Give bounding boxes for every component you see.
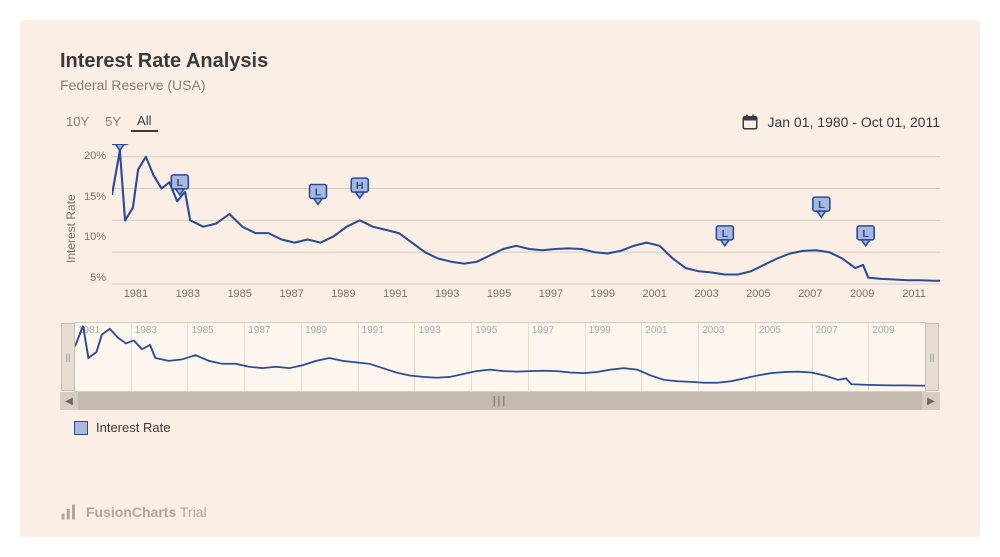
chart-subtitle: Federal Reserve (USA) <box>60 77 940 93</box>
y-tick: 5% <box>78 272 106 284</box>
navigator-scrollbar[interactable]: ◀ ||| ▶ <box>60 392 940 410</box>
main-chart-svg: HLLHLLL <box>112 144 940 314</box>
y-tick: 15% <box>78 191 106 203</box>
range-picker: 10Y5YAll <box>60 111 158 132</box>
navigator-section: || 1981198319851987198919911993199519971… <box>60 322 940 435</box>
navigator-chart-svg <box>75 323 925 391</box>
date-range[interactable]: Jan 01, 1980 - Oct 01, 2011 <box>741 113 940 131</box>
scrollbar-arrow-left[interactable]: ◀ <box>60 392 78 410</box>
svg-text:L: L <box>862 229 868 240</box>
legend-swatch <box>74 421 88 435</box>
legend: Interest Rate <box>74 420 940 435</box>
scrollbar-track[interactable]: ||| <box>78 395 922 407</box>
svg-text:L: L <box>818 200 824 211</box>
date-range-label: Jan 01, 1980 - Oct 01, 2011 <box>767 114 940 130</box>
y-axis-label: Interest Rate <box>60 144 78 314</box>
range-button-all[interactable]: All <box>131 111 157 132</box>
navigator-handle-right[interactable]: || <box>925 323 939 391</box>
plot-area[interactable]: HLLHLLL <box>112 144 940 314</box>
navigator[interactable]: || 1981198319851987198919911993199519971… <box>74 322 926 392</box>
legend-label: Interest Rate <box>96 420 170 435</box>
y-tick: 20% <box>78 150 106 162</box>
svg-text:H: H <box>356 181 364 192</box>
y-axis: 20% 15% 10% 5% <box>78 144 112 314</box>
calendar-icon <box>741 113 759 131</box>
main-chart: Interest Rate 20%15%10%5% HLLHLLL <box>60 144 940 314</box>
svg-text:L: L <box>315 188 321 199</box>
navigator-handle-left[interactable]: || <box>61 323 75 391</box>
watermark-text: FusionCharts Trial <box>86 504 207 520</box>
toolbar: 10Y5YAll Jan 01, 1980 - Oct 01, 2011 <box>60 111 940 132</box>
svg-text:L: L <box>177 178 183 189</box>
scrollbar-arrow-right[interactable]: ▶ <box>922 392 940 410</box>
fusioncharts-logo-icon <box>60 503 78 521</box>
range-button-10y[interactable]: 10Y <box>60 111 95 132</box>
svg-text:L: L <box>722 229 728 240</box>
watermark: FusionCharts Trial <box>60 503 207 521</box>
chart-card: Interest Rate Analysis Federal Reserve (… <box>20 20 980 537</box>
range-button-5y[interactable]: 5Y <box>99 111 127 132</box>
chart-title: Interest Rate Analysis <box>60 50 940 73</box>
y-tick: 10% <box>78 231 106 243</box>
